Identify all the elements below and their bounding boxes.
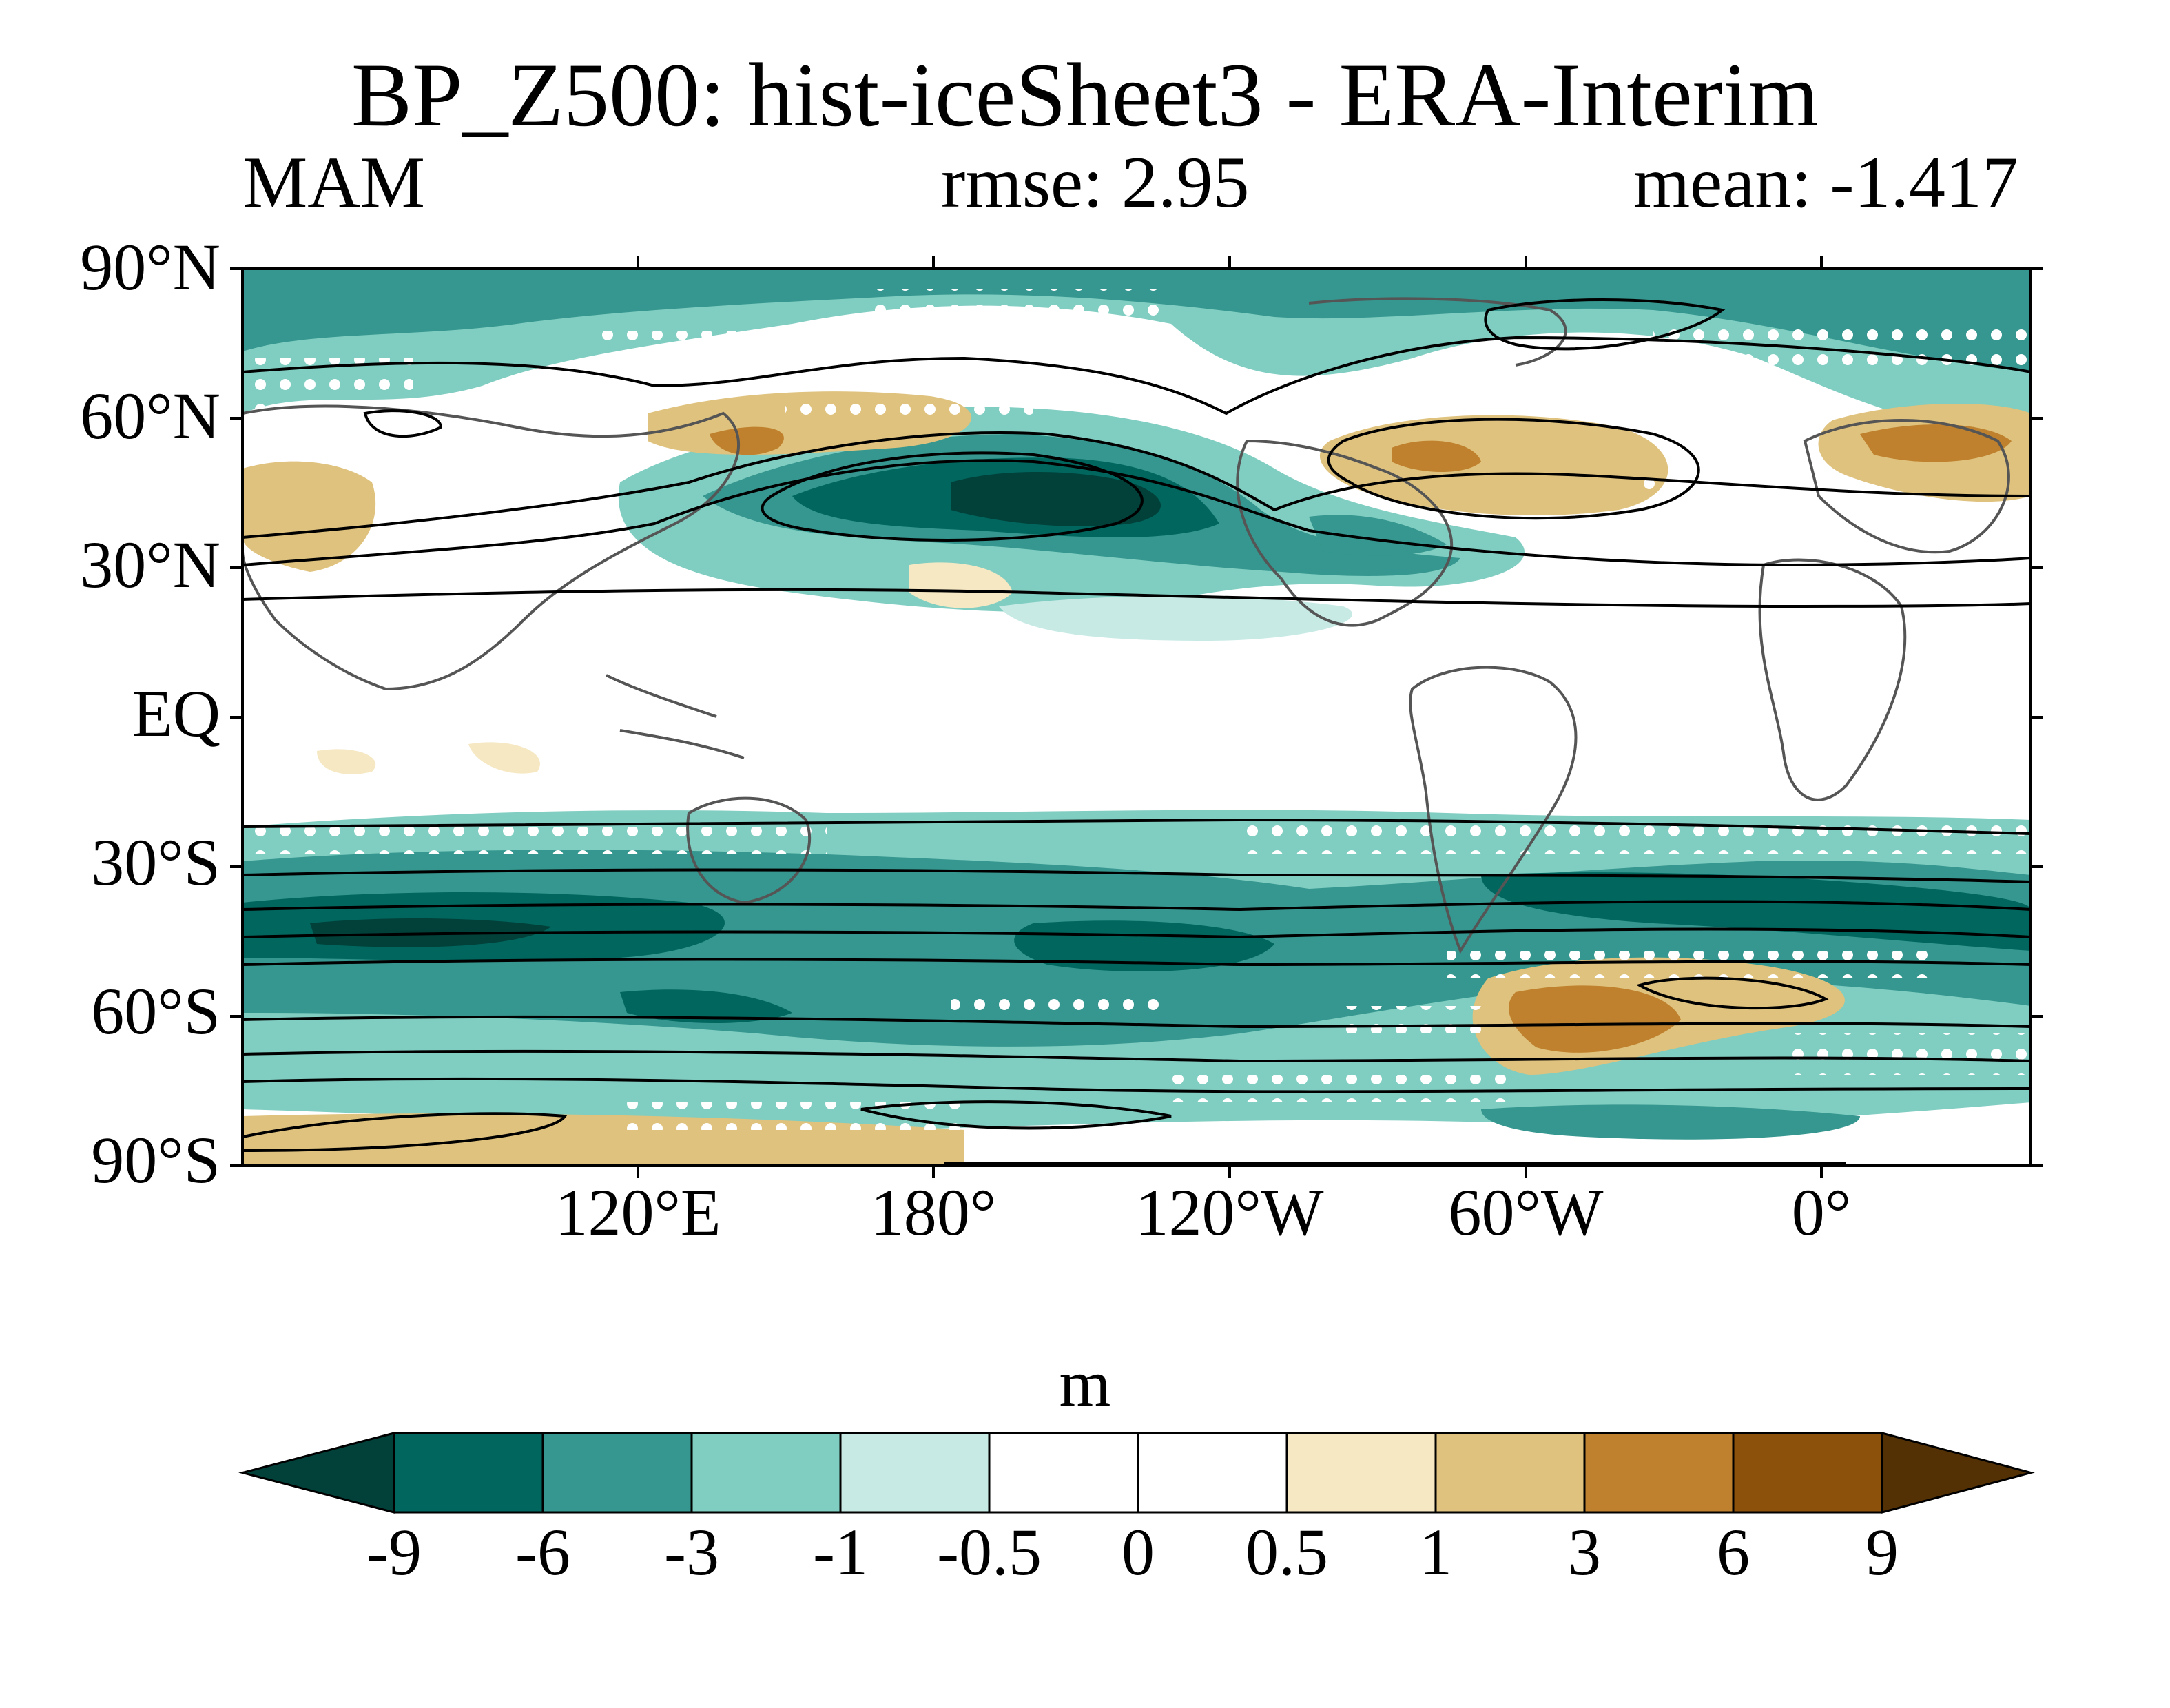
lon-label-180: 180°	[870, 1175, 997, 1249]
lat-label-60n: 60°N	[80, 379, 220, 453]
colorbar-tick-label: 9	[1866, 1515, 1899, 1589]
colorbar-swatch	[1434, 1432, 1586, 1514]
stippling-south	[242, 820, 2031, 1130]
anomaly-ecasia-pos	[909, 562, 1013, 608]
colorbar-tick-label: 1	[1419, 1515, 1452, 1589]
rmse-label: rmse: 2.95	[941, 142, 1250, 223]
colorbar-tick-label: 0.5	[1246, 1515, 1328, 1589]
colorbar-swatch	[1137, 1432, 1288, 1514]
anomaly-satl-pos-strong	[1509, 985, 1681, 1053]
colorbar-swatch	[1583, 1432, 1735, 1514]
colorbar-tick-label: 0	[1122, 1515, 1155, 1589]
stippling-north	[242, 289, 2031, 524]
anomaly-nam-pos-strong	[1392, 440, 1481, 472]
colorbar-tick-label: 6	[1717, 1515, 1750, 1589]
lat-label-90n: 90°N	[80, 230, 220, 304]
colorbar-swatch	[1285, 1432, 1437, 1514]
coastlines	[242, 297, 2010, 954]
anomaly-natlantic-mid	[1309, 515, 1447, 556]
colorbar-arrow-high	[1881, 1432, 2035, 1514]
anomaly-npacific-max	[951, 472, 1161, 526]
axis-ticks	[230, 256, 2043, 1178]
mean-label: mean: -1.417	[1633, 142, 2018, 223]
colorbar-swatch	[839, 1432, 991, 1514]
colorbar-tick-label: 3	[1568, 1515, 1601, 1589]
anomaly-arctic-mid	[242, 269, 2031, 372]
colorbar-units: m	[1059, 1346, 1111, 1420]
colorbar-arrow-low	[238, 1432, 395, 1514]
colorbar-tick-label: -9	[366, 1515, 422, 1589]
lon-label-120w: 120°W	[1135, 1175, 1324, 1249]
climatology-contours	[242, 298, 2031, 1166]
lon-label-60w: 60°W	[1448, 1175, 1604, 1249]
plot-title: BP_Z500: hist-iceSheet3 - ERA-Interim	[351, 44, 1819, 145]
anomaly-trop-pos2	[468, 742, 540, 774]
lat-label-60s: 60°S	[91, 974, 220, 1048]
colorbar-swatch	[541, 1432, 693, 1514]
lat-label-30n: 30°N	[80, 528, 220, 601]
anomaly-europe-pos-strong	[1860, 424, 2012, 462]
colorbar-swatch	[393, 1432, 544, 1514]
colorbar	[238, 1432, 2035, 1514]
colorbar-swatch	[1732, 1432, 1883, 1514]
anomaly-npac-pos-strong	[710, 426, 784, 455]
lat-label-eq: EQ	[132, 677, 220, 750]
anomaly-trop-pos	[317, 749, 376, 774]
lon-label-120e: 120°E	[555, 1175, 721, 1249]
season-label: MAM	[242, 142, 426, 223]
anomaly-nam-pos	[1319, 415, 1668, 516]
colorbar-swatch	[988, 1432, 1139, 1514]
anomaly-antarctic-neg	[1481, 1104, 1860, 1140]
colorbar-tick-label: -6	[515, 1515, 570, 1589]
colorbar-tick-label: -1	[813, 1515, 868, 1589]
colorbar-swatch	[690, 1432, 842, 1514]
anomaly-arctic-light	[242, 269, 2031, 430]
difference-field	[242, 269, 2031, 1166]
lat-label-30s: 30°S	[91, 825, 220, 899]
anomaly-south-strong4	[620, 989, 792, 1023]
anomaly-trop-light	[999, 596, 1353, 641]
anomaly-wasia-pos	[242, 461, 376, 572]
colorbar-tick-label: -0.5	[937, 1515, 1042, 1589]
lon-label-0: 0°	[1791, 1175, 1852, 1249]
colorbar-tick-label: -3	[664, 1515, 719, 1589]
lat-label-90s: 90°S	[91, 1123, 220, 1197]
